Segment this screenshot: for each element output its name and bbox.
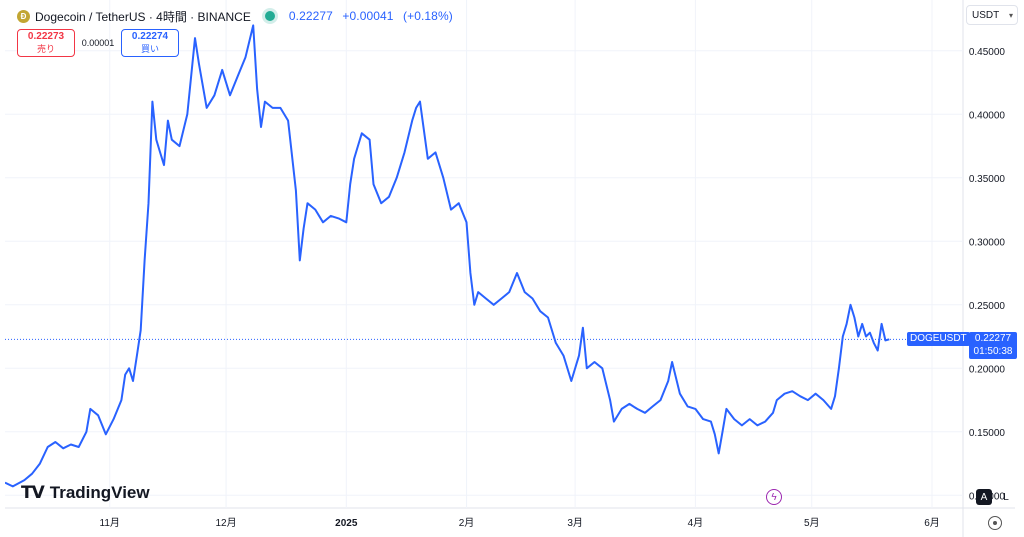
sell-button[interactable]: 0.22273 売り <box>17 29 75 57</box>
price-change: +0.00041 <box>342 9 394 23</box>
last-price-tag-value: 0.22277 <box>974 333 1012 345</box>
x-tick-label: 2025 <box>335 518 358 529</box>
x-tick-label: 12月 <box>216 517 237 529</box>
log-scale-button[interactable]: L <box>1003 491 1009 503</box>
auto-scale-button[interactable]: A <box>976 489 992 505</box>
x-tick-label: 5月 <box>804 517 820 529</box>
price-change-info: 0.22277 +0.00041 (+0.18%) <box>289 9 459 23</box>
buy-price: 0.22274 <box>131 31 169 42</box>
symbol-title[interactable]: Dogecoin / TetherUS · 4時間 · BINANCE <box>35 9 251 24</box>
tradingview-logo[interactable]: 𝗧𝗩 TradingView <box>21 483 150 503</box>
x-tick-label: 11月 <box>100 517 120 529</box>
trade-buttons: 0.22273 売り 0.00001 0.22274 買い <box>17 29 179 57</box>
x-tick-label: 2月 <box>459 517 475 529</box>
chart-window: 0.100000.150000.200000.250000.300000.350… <box>5 0 1018 537</box>
y-tick-label: 0.25000 <box>969 301 1006 312</box>
price-chart[interactable]: 0.100000.150000.200000.250000.300000.350… <box>5 0 1015 537</box>
currency-value: USDT <box>972 9 1000 21</box>
y-tick-label: 0.45000 <box>969 47 1006 58</box>
last-price: 0.22277 <box>288 9 333 23</box>
y-tick-label: 0.20000 <box>969 364 1006 375</box>
series-line <box>5 24 890 488</box>
symbol-header: Ð Dogecoin / TetherUS · 4時間 · BINANCE 0.… <box>17 7 459 25</box>
currency-select[interactable]: USDT ▾ <box>966 5 1018 25</box>
tradingview-logo-icon: 𝗧𝗩 <box>21 483 45 502</box>
spread-value: 0.00001 <box>81 38 115 48</box>
x-tick-label: 6月 <box>924 517 940 529</box>
dogecoin-icon: Ð <box>17 9 30 23</box>
y-tick-label: 0.30000 <box>969 237 1006 248</box>
y-tick-label: 0.40000 <box>969 110 1006 121</box>
x-tick-label: 3月 <box>567 517 583 529</box>
y-tick-label: 0.35000 <box>969 174 1006 185</box>
y-tick-label: 0.15000 <box>969 428 1006 439</box>
buy-button[interactable]: 0.22274 買い <box>121 29 179 57</box>
last-price-tag: 0.22277 01:50:38 <box>969 332 1017 360</box>
brand-name: TradingView <box>49 483 150 502</box>
x-tick-label: 4月 <box>688 517 704 529</box>
symbol-price-tag: DOGEUSDT <box>907 332 970 347</box>
buy-label: 買い <box>140 44 159 54</box>
gear-icon[interactable] <box>988 516 1002 530</box>
chevron-down-icon: ▾ <box>1008 10 1013 20</box>
market-open-indicator <box>264 11 275 21</box>
bar-countdown: 01:50:38 <box>973 346 1013 358</box>
sell-price: 0.22273 <box>27 31 65 42</box>
price-change-percent: (+0.18%) <box>403 9 453 23</box>
lightning-icon[interactable]: ϟ <box>766 489 782 505</box>
sell-label: 売り <box>36 44 55 54</box>
